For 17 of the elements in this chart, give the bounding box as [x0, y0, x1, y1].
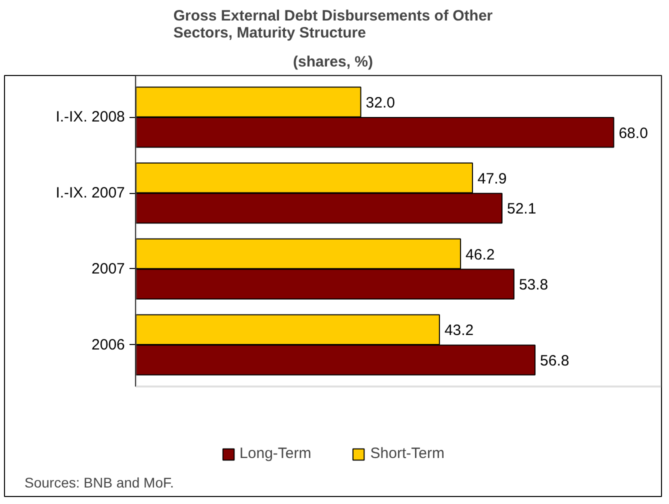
chart-title: Gross External Debt Disbursements of Other Sectors, Maturity Structure	[173, 8, 493, 42]
source-note: Sources: BNB and MoF.	[24, 474, 174, 490]
y-tick-label: I.-IX. 2007	[56, 184, 125, 202]
legend-label: Short-Term	[370, 445, 444, 462]
data-label: 46.2	[466, 246, 495, 264]
legend-label: Long-Term	[240, 445, 312, 462]
y-tick-label: 2007	[92, 260, 125, 278]
data-label: 68.0	[618, 124, 648, 142]
data-label: 32.0	[366, 94, 395, 112]
chart-subtitle: (shares, %)	[292, 54, 374, 70]
data-label: 52.1	[506, 200, 536, 218]
data-label: 53.8	[518, 276, 548, 294]
data-label: 56.8	[540, 352, 570, 370]
data-label: 47.9	[477, 170, 507, 188]
y-tick-label: 2006	[92, 336, 125, 354]
y-tick-label: I.-IX. 2008	[56, 108, 125, 126]
data-label: 43.2	[444, 322, 474, 340]
